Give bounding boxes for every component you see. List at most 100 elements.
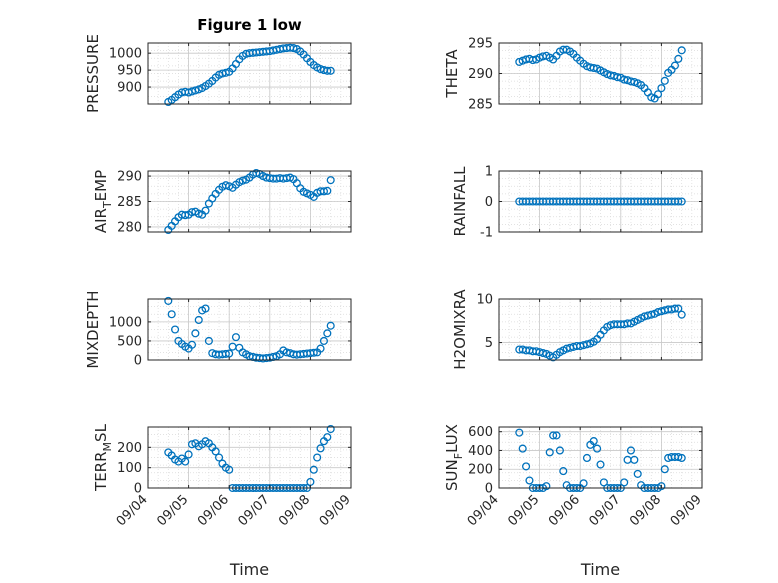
data-point <box>670 61 679 70</box>
data-point <box>677 197 686 206</box>
y-tick-label: 1000 <box>109 47 142 62</box>
y-axis-label-subscript: T <box>101 201 114 209</box>
data-point <box>211 447 220 456</box>
data-point <box>326 66 335 75</box>
panel-theta: 285 290 295 THETA <box>443 37 703 113</box>
data-point <box>657 84 666 93</box>
x-axis-label-right: Time <box>580 560 620 579</box>
y-axis-label-part: SUN <box>443 459 461 491</box>
x-tick-label: 09/06 <box>546 492 583 529</box>
data-point <box>309 465 318 474</box>
data-point <box>559 467 568 476</box>
data-point <box>579 479 588 488</box>
y-axis-label-subscript: F <box>452 453 465 459</box>
x-tick-label: 09/08 <box>627 492 664 529</box>
y-tick-label: 900 <box>117 81 142 96</box>
data-point <box>674 54 683 63</box>
data-point <box>670 304 679 313</box>
y-tick-label: 280 <box>117 220 142 235</box>
axes-box <box>147 42 352 105</box>
y-axis-label: PRESSURE <box>84 34 102 113</box>
panel-sun-flux: 09/04 09/05 09/06 09/07 09/08 09/09 0 200 400 600… <box>443 424 705 529</box>
axes-box <box>498 426 703 489</box>
data-point <box>677 453 686 463</box>
data-point <box>221 181 230 190</box>
x-tick-label: 09/06 <box>195 492 232 529</box>
data-point <box>599 478 608 487</box>
data-point <box>181 457 190 466</box>
data-point <box>252 168 261 178</box>
x-tick-label: 09/05 <box>505 492 542 529</box>
y-axis-label-subscript: M <box>101 442 114 452</box>
y-tick-label: 290 <box>117 170 142 185</box>
data-point <box>582 453 592 463</box>
data-point <box>225 465 234 474</box>
x-tick-label: 09/04 <box>465 492 502 529</box>
data-point <box>518 444 527 453</box>
y-tick-label: 0 <box>485 482 493 497</box>
data-point <box>289 44 298 53</box>
data-point <box>674 304 683 313</box>
panel-rainfall: -1 0 1 RAINFALL <box>451 165 703 241</box>
x-axis-label-left: Time <box>229 560 269 579</box>
panel-pressure: 900 950 1000 PRESSURE <box>84 34 352 113</box>
data-point <box>660 76 669 85</box>
data-point <box>326 176 335 185</box>
y-tick-label: 100 <box>117 461 142 476</box>
data-point <box>319 187 328 196</box>
data-point <box>633 469 642 478</box>
data-point <box>323 433 332 442</box>
y-tick-label: 0 <box>134 482 142 497</box>
data-point <box>677 310 686 319</box>
data-point <box>221 68 230 77</box>
figure-title: Figure 1 low <box>197 16 302 34</box>
data-point <box>319 336 328 345</box>
data-point <box>187 340 197 349</box>
axes-box <box>147 298 352 361</box>
y-tick-label: 295 <box>468 37 493 52</box>
y-axis-label: THETA <box>443 49 461 99</box>
data-point <box>201 206 210 215</box>
data-point <box>167 310 176 319</box>
data-point <box>215 453 224 462</box>
data-point <box>316 344 325 353</box>
y-tick-label: 600 <box>468 425 493 440</box>
data-point <box>309 348 318 357</box>
x-tick-label: 09/09 <box>668 492 705 529</box>
x-tick-label: 09/07 <box>587 492 624 529</box>
data-point <box>323 329 332 338</box>
data-point <box>589 63 598 73</box>
data-point <box>316 444 325 453</box>
data-point <box>552 431 561 440</box>
y-tick-label: 500 <box>117 334 142 349</box>
y-tick-label: 1000 <box>109 315 142 330</box>
y-tick-label: 290 <box>468 67 493 82</box>
data-point <box>626 446 635 455</box>
y-axis-label: H2OMIXRA <box>451 289 469 370</box>
data-point <box>181 211 190 220</box>
data-point <box>323 186 332 195</box>
data-point <box>674 197 683 206</box>
x-tick-label: 09/08 <box>276 492 313 529</box>
data-point <box>204 336 213 345</box>
data-point <box>677 46 686 55</box>
data-point <box>326 424 335 434</box>
y-axis-label: SUNFLUX <box>443 424 465 491</box>
data-point <box>538 348 548 358</box>
y-tick-label: 200 <box>468 463 493 478</box>
data-point <box>221 349 230 358</box>
x-tick-label: 09/05 <box>154 492 191 529</box>
data-point <box>620 478 629 487</box>
y-tick-label: 285 <box>468 98 493 113</box>
data-point <box>528 56 537 65</box>
y-tick-label: 10 <box>476 293 493 308</box>
axes-box <box>147 426 352 489</box>
y-tick-label: -1 <box>480 226 493 241</box>
data-point <box>201 304 210 313</box>
data-point <box>674 452 683 462</box>
data-point <box>191 329 200 338</box>
data-point <box>522 462 531 471</box>
data-point <box>323 66 332 75</box>
y-axis-label: RAINFALL <box>451 166 469 237</box>
panel-h2omixra: 5 10 H2OMIXRA <box>451 289 703 370</box>
